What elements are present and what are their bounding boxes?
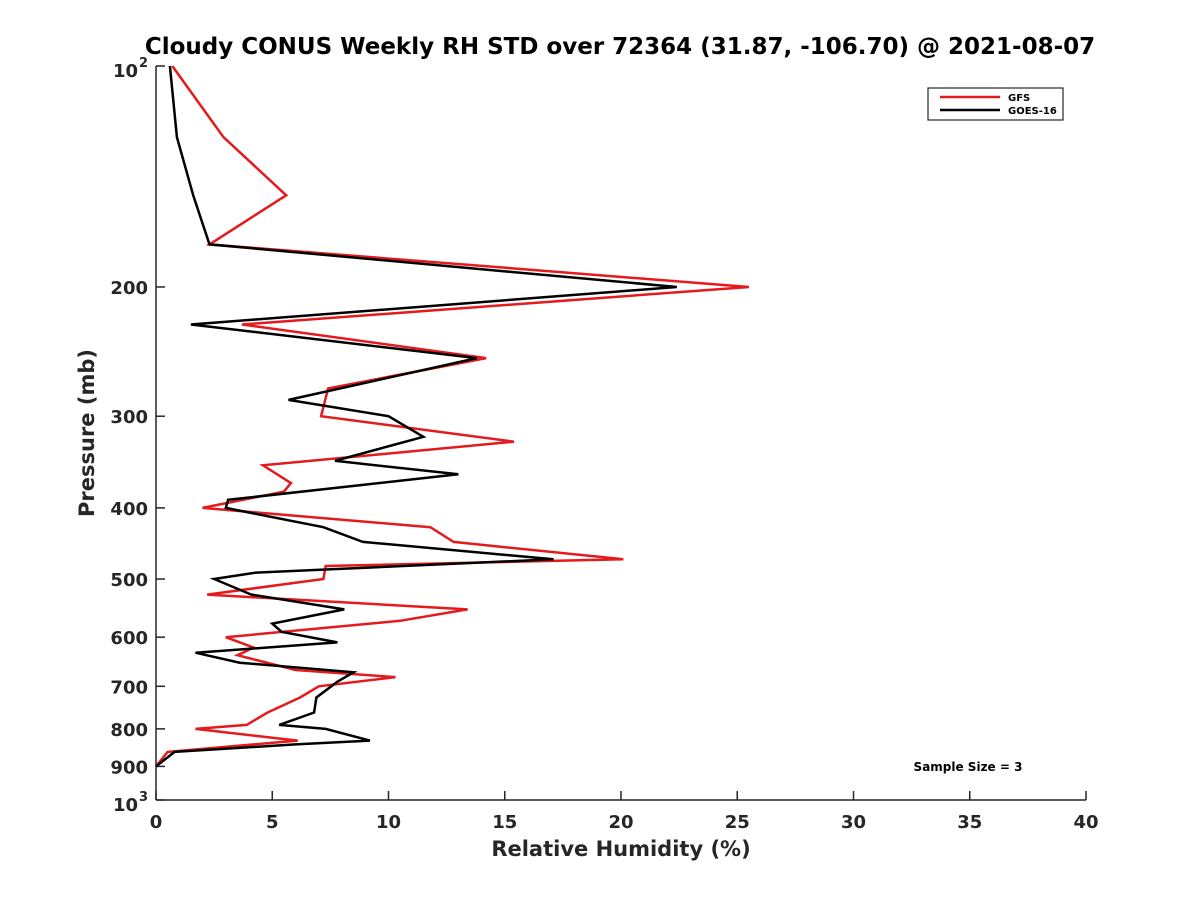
y-tick-exponent: 2 bbox=[139, 56, 148, 71]
x-tick-label: 20 bbox=[608, 812, 633, 833]
x-tick-label: 35 bbox=[957, 812, 982, 833]
series-line-goes-16 bbox=[155, 65, 677, 768]
series-lines bbox=[155, 65, 749, 768]
y-axis-label: Pressure (mb) bbox=[75, 349, 99, 517]
y-tick-label: 10 bbox=[113, 61, 138, 82]
y-tick-label: 600 bbox=[110, 628, 148, 649]
y-tick-label: 10 bbox=[113, 795, 138, 816]
y-tick-label: 700 bbox=[110, 677, 148, 698]
sample-size-annotation: Sample Size = 3 bbox=[914, 760, 1023, 774]
legend-box bbox=[927, 87, 1064, 121]
legend-label-gfs: GFS bbox=[1008, 93, 1030, 104]
y-tick-label: 400 bbox=[110, 499, 148, 520]
y-tick-label: 900 bbox=[110, 757, 148, 778]
x-tick-label: 0 bbox=[150, 812, 163, 833]
series-line-gfs bbox=[155, 65, 749, 768]
y-tick-label: 200 bbox=[110, 278, 148, 299]
legend-label-goes-16: GOES-16 bbox=[1008, 106, 1057, 117]
x-tick-label: 15 bbox=[492, 812, 517, 833]
x-axis-ticks: 0 5 10 15 20 25 30 35 40 bbox=[150, 791, 1099, 833]
x-tick-label: 10 bbox=[376, 812, 401, 833]
y-tick-label: 300 bbox=[110, 407, 148, 428]
y-tick-label: 800 bbox=[110, 720, 148, 741]
chart-title: Cloudy CONUS Weekly RH STD over 72364 (3… bbox=[145, 34, 1095, 60]
x-tick-label: 5 bbox=[266, 812, 279, 833]
y-tick-exponent: 3 bbox=[139, 790, 148, 805]
legend: GFS GOES-16 bbox=[927, 87, 1064, 121]
x-tick-label: 25 bbox=[725, 812, 750, 833]
x-axis-label: Relative Humidity (%) bbox=[491, 837, 750, 861]
x-tick-label: 30 bbox=[841, 812, 866, 833]
plot-area bbox=[155, 66, 1086, 801]
y-tick-label: 500 bbox=[110, 570, 148, 591]
x-tick-label: 40 bbox=[1073, 812, 1098, 833]
